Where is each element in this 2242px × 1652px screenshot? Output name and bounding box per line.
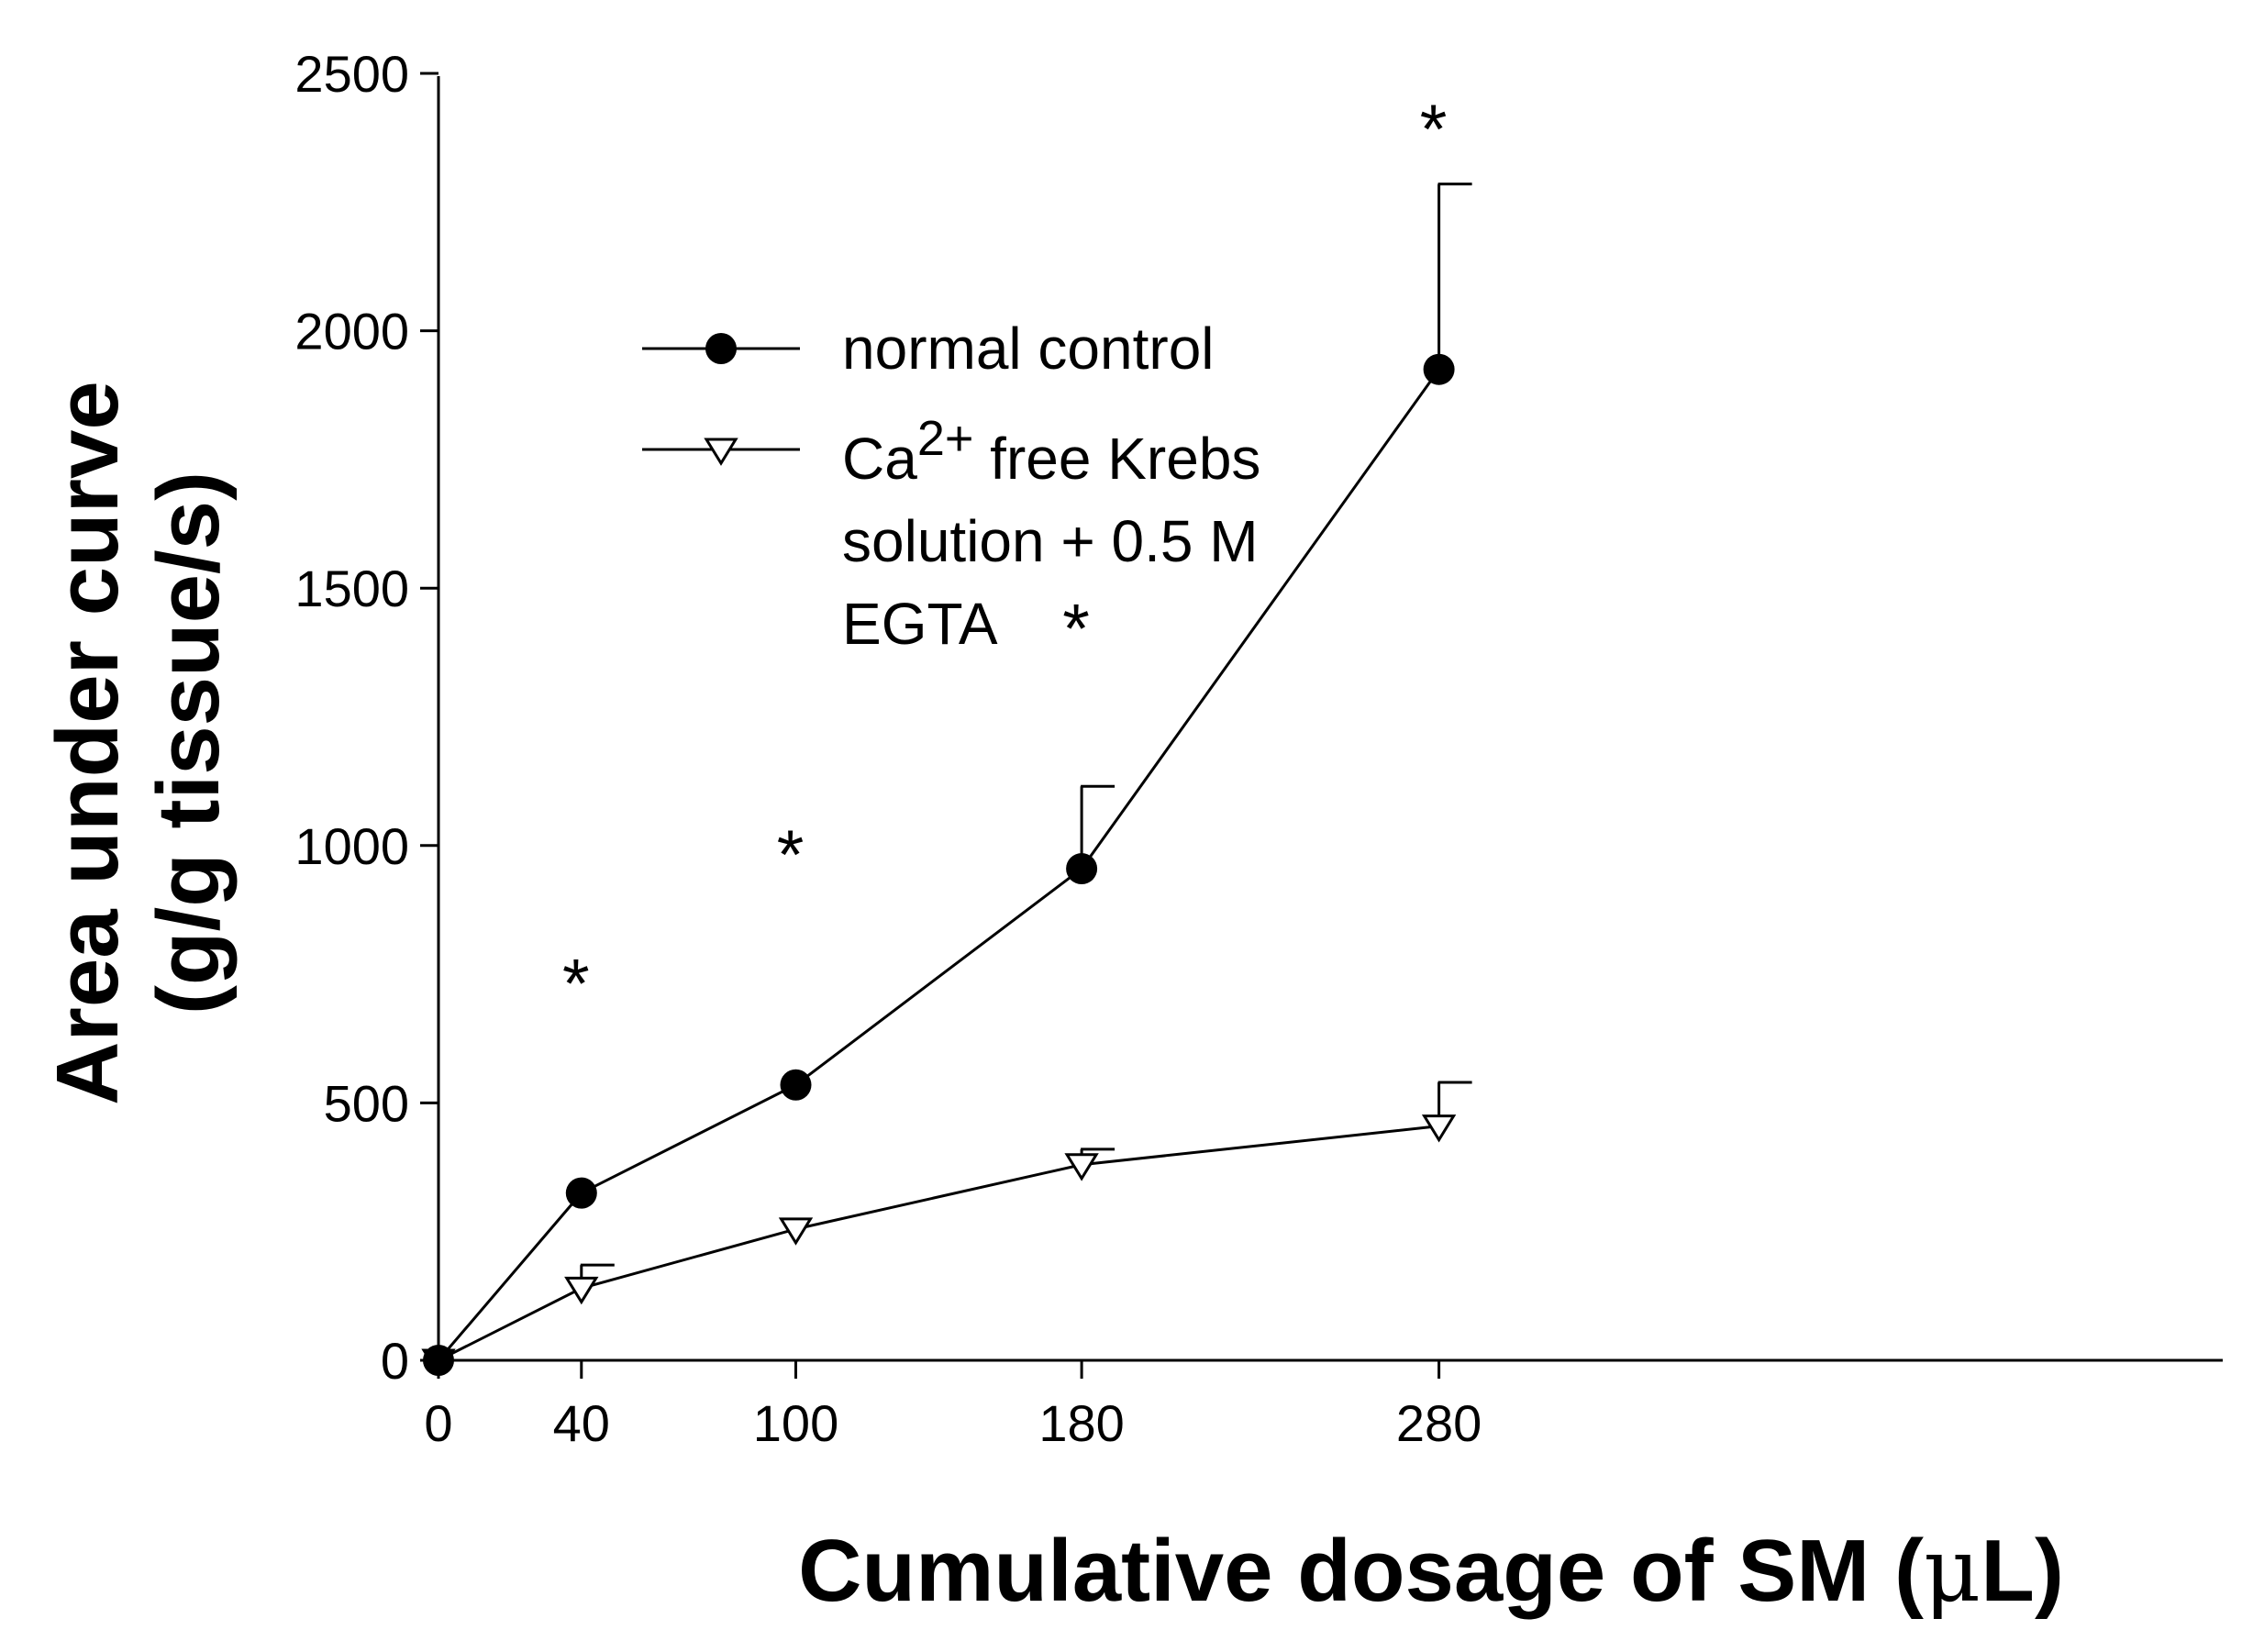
y-tick-label: 1000 <box>294 817 409 875</box>
data-point-normal-control <box>565 1177 597 1209</box>
y-axis-title: Area under curve (g/g tissue/s) <box>39 381 238 1105</box>
data-point-ca-free <box>778 1217 814 1246</box>
y-tick-label: 2500 <box>294 45 409 103</box>
legend: normal control Ca2+ free Krebs solution … <box>642 316 1260 657</box>
legend-marker-open-triangle <box>704 438 738 466</box>
significance-asterisk: * <box>1062 590 1090 668</box>
data-point-ca-free <box>564 1276 599 1305</box>
legend-marker-filled-circle <box>705 333 737 364</box>
significance-asterisk: * <box>777 816 805 894</box>
x-axis-title-part1: Cumulative dosage of SM ( <box>798 1522 1924 1620</box>
y-tick-label: 500 <box>324 1074 409 1132</box>
x-tick-label: 180 <box>1038 1394 1124 1452</box>
x-ticks: 0 40 100 180 280 <box>424 1360 1482 1452</box>
y-axis-title-line1: Area under curve <box>39 381 137 1105</box>
data-point-normal-control <box>780 1069 812 1101</box>
data-point-normal-control <box>1423 353 1455 385</box>
significance-markers: * * * * <box>562 91 1447 1024</box>
y-ticks: 0 500 1000 1500 2000 2500 <box>294 45 438 1390</box>
data-point-normal-control <box>1066 853 1098 885</box>
legend-label-normal-control: normal control <box>842 316 1215 382</box>
legend-label-ca-free-line3: EGTA <box>842 591 998 657</box>
significance-asterisk: * <box>1420 91 1448 169</box>
y-tick-label: 0 <box>381 1332 409 1390</box>
y-axis-title-line2: (g/g tissue/s) <box>139 471 238 1014</box>
x-axis-title-part3: L) <box>1981 1522 2064 1620</box>
legend-ca-prefix: Ca <box>842 426 917 492</box>
legend-label-ca-free-line1: Ca2+ free Krebs <box>842 411 1260 492</box>
legend-ca-superscript: 2+ <box>917 411 974 466</box>
y-tick-label: 2000 <box>294 303 409 360</box>
series-layer <box>421 183 1472 1377</box>
legend-label-ca-free-line2: solution + 0.5 M <box>842 508 1259 574</box>
axes <box>437 76 2223 1362</box>
x-tick-label: 0 <box>424 1394 452 1452</box>
x-tick-label: 100 <box>753 1394 838 1452</box>
series-line-ca-free <box>438 1125 1439 1362</box>
significance-asterisk: * <box>562 946 590 1024</box>
data-point-normal-control <box>423 1345 454 1376</box>
data-point-ca-free <box>1421 1114 1457 1143</box>
x-tick-label: 40 <box>553 1394 610 1452</box>
data-point-ca-free <box>1064 1153 1099 1181</box>
legend-ca-rest: free Krebs <box>973 426 1260 492</box>
x-axis-title: Cumulative dosage of SM (μL) <box>798 1519 2064 1622</box>
y-tick-label: 1500 <box>294 560 409 617</box>
x-tick-label: 280 <box>1396 1394 1482 1452</box>
x-axis-title-mu: μ <box>1924 1519 1981 1622</box>
